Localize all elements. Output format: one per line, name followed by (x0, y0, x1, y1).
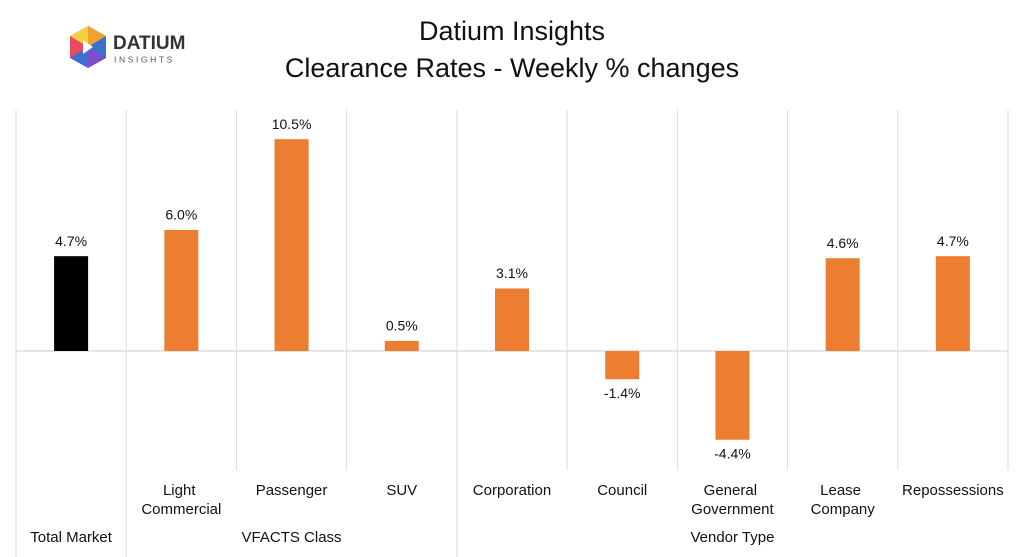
logo-facet (88, 26, 106, 47)
value-label: 6.0% (165, 207, 197, 223)
group-label: Vendor Type (690, 529, 774, 546)
x-tick-label: SUV (386, 482, 417, 499)
bar (495, 288, 529, 351)
value-label: 4.7% (55, 233, 87, 249)
x-tick-label: Lease Company (811, 482, 876, 518)
bar (54, 256, 89, 351)
group-label: Total Market (30, 529, 113, 546)
bar (164, 229, 199, 351)
logo-facet (83, 40, 93, 54)
value-label: 4.6% (827, 235, 859, 251)
x-tick-label: General Government (691, 482, 774, 518)
x-tick-label: Repossessions (902, 482, 1004, 499)
bar (825, 258, 860, 351)
logo-facet (70, 36, 88, 58)
value-label: 4.7% (937, 233, 969, 249)
bar (935, 256, 970, 351)
group-label: VFACTS Class (242, 529, 342, 546)
value-label: 10.5% (272, 116, 312, 132)
bar (274, 139, 309, 351)
value-label: -4.4% (714, 445, 751, 461)
x-tick-label: Passenger (256, 482, 328, 499)
logo-facet (88, 47, 106, 68)
bar (605, 351, 640, 380)
value-label: 3.1% (496, 265, 528, 281)
value-label: 0.5% (386, 318, 418, 334)
logo-name: DATIUM (113, 33, 185, 54)
x-tick-label: Corporation (473, 482, 551, 499)
logo: DATIUM INSIGHTS (70, 26, 185, 68)
x-tick-label: Light Commercial (141, 482, 221, 518)
bar (384, 340, 419, 351)
logo-tagline: INSIGHTS (114, 54, 175, 64)
value-label: -1.4% (604, 385, 641, 401)
chart-subtitle: Clearance Rates - Weekly % changes (285, 53, 739, 83)
chart-title: Datium Insights (419, 16, 605, 46)
x-tick-label: Council (597, 482, 647, 499)
bar (715, 351, 750, 440)
